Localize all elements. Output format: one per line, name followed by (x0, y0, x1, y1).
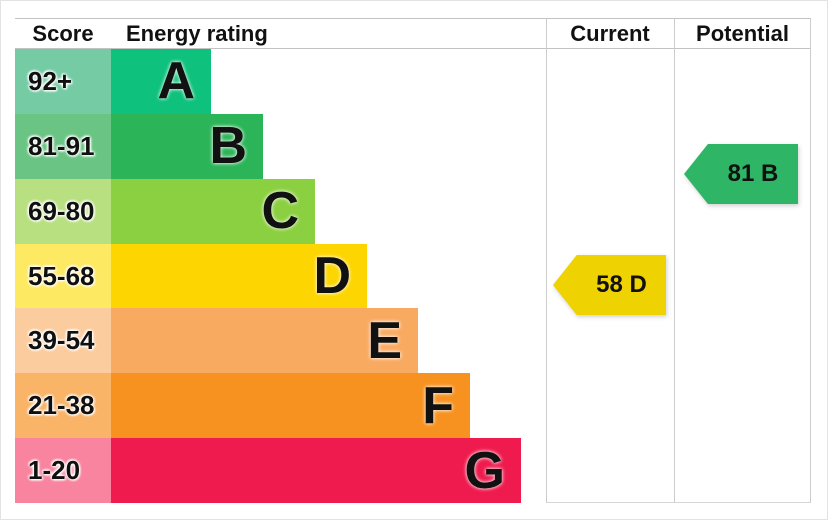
rating-bar-a: A (111, 49, 211, 114)
band-row-c: 69-80 C (15, 178, 811, 244)
rating-bar-d: D (111, 243, 367, 309)
score-range-f: 21-38 (15, 373, 111, 439)
rating-letter-c: C (261, 182, 299, 241)
energy-rating-column-header: Energy rating (126, 20, 268, 46)
rating-letter-g: G (464, 441, 505, 500)
band-row-g: 1-20 G (15, 438, 811, 504)
rating-letter-e: E (367, 311, 402, 370)
band-row-e: 39-54 E (15, 308, 811, 374)
potential-rating-arrow: 81 B (684, 144, 798, 204)
band-row-d: 55-68 D (15, 243, 811, 309)
score-range-e: 39-54 (15, 308, 111, 374)
rating-bar-f: F (111, 373, 470, 439)
rating-bands: 92+ A 81-91 B 69-80 C 55-68 D 39-54 E 21… (15, 49, 811, 504)
score-range-b: 81-91 (15, 113, 111, 179)
epc-chart: Score Energy rating Current Potential 92… (15, 18, 811, 504)
current-rating-arrow: 58 D (553, 255, 666, 315)
current-rating-label: 58 D (596, 271, 647, 298)
potential-rating-label: 81 B (727, 160, 779, 187)
score-range-a: 92+ (15, 49, 111, 114)
score-range-g: 1-20 (15, 438, 111, 504)
band-row-b: 81-91 B (15, 113, 811, 179)
rating-bar-g: G (111, 438, 521, 504)
score-range-d: 55-68 (15, 243, 111, 309)
header-row: Score Energy rating Current Potential (15, 18, 811, 49)
potential-column-header: Potential (696, 20, 789, 46)
score-column-header: Score (32, 20, 94, 46)
current-rating-arrow-shape: 58 D (553, 255, 666, 315)
band-row-f: 21-38 F (15, 373, 811, 439)
rating-bar-b: B (111, 113, 263, 179)
rating-letter-d: D (313, 247, 351, 305)
current-column-header: Current (570, 20, 650, 46)
rating-letter-a: A (157, 52, 195, 111)
rating-letter-f: F (422, 376, 454, 435)
rating-bar-e: E (111, 308, 418, 374)
rating-bar-c: C (111, 178, 315, 244)
potential-rating-arrow-shape: 81 B (684, 144, 798, 204)
rating-letter-b: B (209, 117, 247, 176)
band-row-a: 92+ A (15, 49, 811, 114)
score-range-c: 69-80 (15, 178, 111, 244)
